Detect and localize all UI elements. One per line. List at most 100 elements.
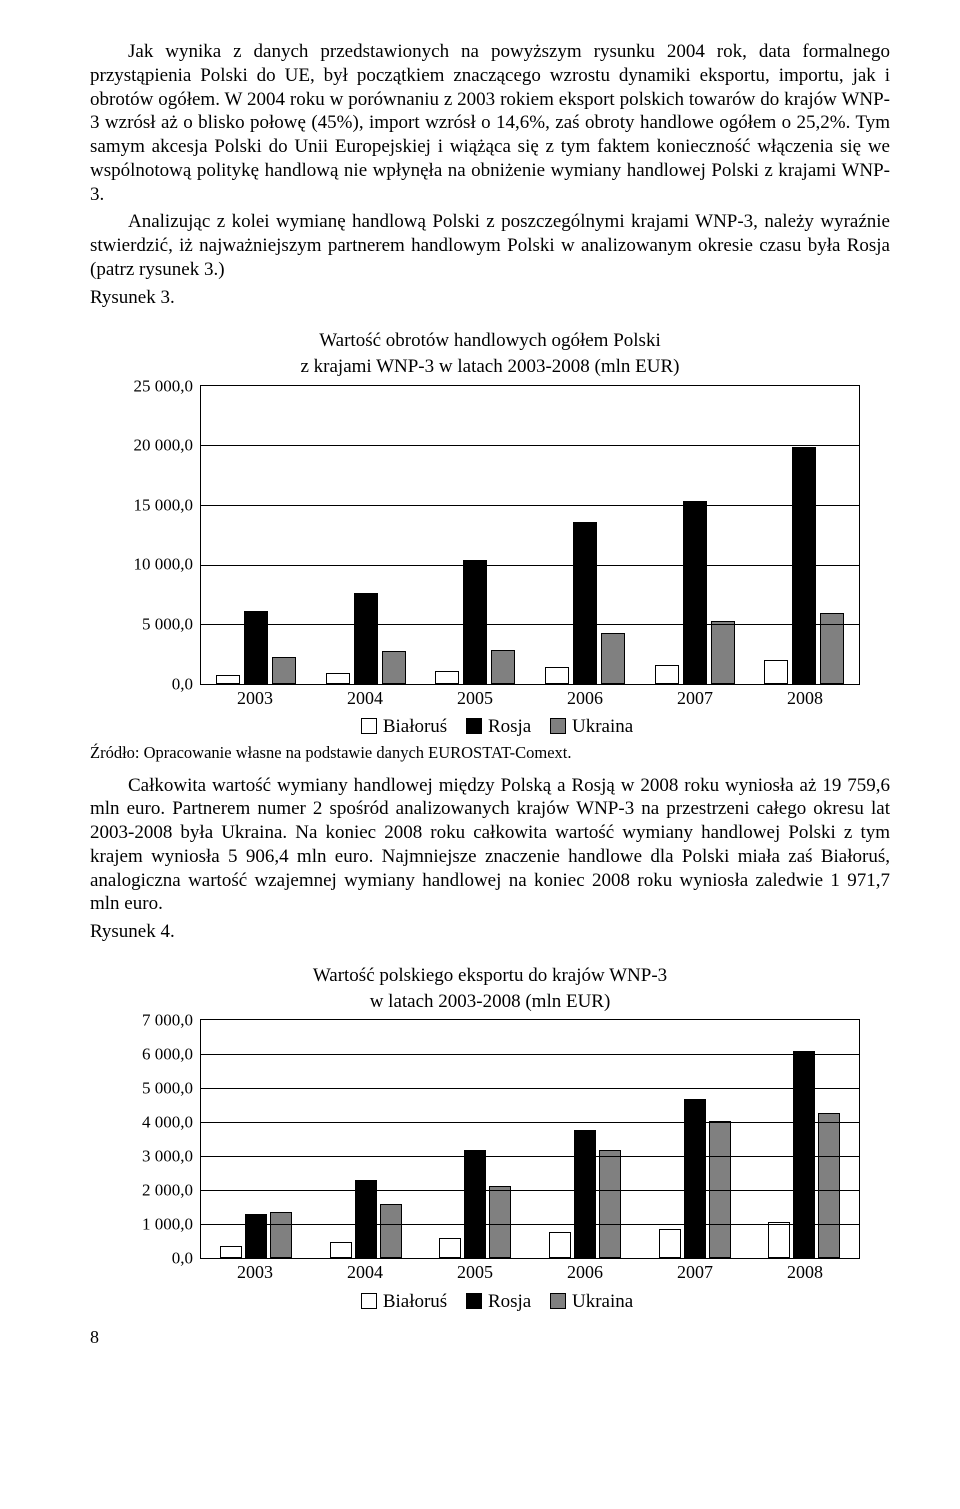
legend2-label-bialorus: Białoruś: [383, 1291, 447, 1312]
bar: [655, 665, 679, 684]
chart1-bars: [201, 386, 859, 684]
bar: [491, 650, 515, 684]
bar-cluster: [768, 1051, 840, 1258]
y-tick-label: 1 000,0: [111, 1214, 193, 1235]
chart2-bars: [201, 1020, 859, 1258]
bar-group: [311, 386, 421, 684]
bar: [545, 667, 569, 684]
bar: [220, 1246, 242, 1258]
bar: [489, 1186, 511, 1258]
legend-swatch-bialorus-icon: [361, 718, 377, 734]
y-tick-label: 3 000,0: [111, 1146, 193, 1167]
legend-label-ukraina: Ukraina: [572, 716, 633, 737]
gridline: [201, 1088, 859, 1089]
bar-group: [420, 1020, 530, 1258]
bar: [549, 1232, 571, 1258]
x-tick-label: 2007: [640, 1261, 750, 1284]
y-tick-label: 4 000,0: [111, 1112, 193, 1133]
chart2-y-axis: 0,01 000,02 000,03 000,04 000,05 000,06 …: [111, 1020, 193, 1258]
gridline: [201, 1054, 859, 1055]
x-tick-label: 2003: [200, 1261, 310, 1284]
bar-group: [530, 1020, 640, 1258]
x-tick-label: 2004: [310, 1261, 420, 1284]
y-tick-label: 5 000,0: [111, 1078, 193, 1099]
bar-cluster: [216, 611, 296, 684]
bar: [244, 611, 268, 684]
y-tick-label: 20 000,0: [111, 435, 193, 456]
x-tick-label: 2006: [530, 687, 640, 710]
chart1: 0,05 000,010 000,015 000,020 000,025 000…: [110, 385, 870, 739]
bar: [435, 671, 459, 684]
bar-cluster: [439, 1150, 511, 1258]
bar: [216, 675, 240, 683]
y-tick-label: 0,0: [111, 673, 193, 694]
figure-caption-4: Rysunek 4.: [90, 920, 890, 944]
x-tick-label: 2005: [420, 687, 530, 710]
y-tick-label: 7 000,0: [111, 1010, 193, 1031]
bar: [601, 633, 625, 683]
y-tick-label: 6 000,0: [111, 1044, 193, 1065]
chart1-subtitle: z krajami WNP-3 w latach 2003-2008 (mln …: [90, 355, 890, 379]
x-tick-label: 2006: [530, 1261, 640, 1284]
chart1-legend: Białoruś Rosja Ukraina: [110, 715, 870, 739]
bar: [711, 621, 735, 683]
bar: [463, 560, 487, 684]
bar: [818, 1113, 840, 1259]
legend2-label-ukraina: Ukraina: [572, 1291, 633, 1312]
bar-cluster: [655, 501, 735, 683]
figure-caption-3: Rysunek 3.: [90, 286, 890, 310]
bar: [272, 657, 296, 683]
chart2-subtitle: w latach 2003-2008 (mln EUR): [90, 990, 890, 1014]
page-number: 8: [90, 1326, 890, 1349]
gridline: [201, 1122, 859, 1123]
bar-cluster: [545, 522, 625, 684]
chart1-plot: 0,05 000,010 000,015 000,020 000,025 000…: [200, 385, 860, 685]
bar-cluster: [220, 1212, 292, 1258]
paragraph-2: Analizując z kolei wymianę handlową Pols…: [90, 210, 890, 281]
legend-label-bialorus: Białoruś: [383, 716, 447, 737]
bar-group: [640, 1020, 750, 1258]
bar-cluster: [435, 560, 515, 684]
bar: [764, 660, 788, 684]
bar: [439, 1238, 461, 1259]
bar: [270, 1212, 292, 1258]
legend-label-rosja: Rosja: [488, 716, 531, 737]
y-tick-label: 0,0: [111, 1248, 193, 1269]
legend-swatch-rosja-icon: [466, 718, 482, 734]
bar-group: [201, 386, 311, 684]
chart1-title: Wartość obrotów handlowych ogółem Polski: [90, 329, 890, 353]
bar-group: [749, 386, 859, 684]
x-tick-label: 2007: [640, 687, 750, 710]
paragraph-1: Jak wynika z danych przedstawionych na p…: [90, 40, 890, 206]
bar-group: [749, 1020, 859, 1258]
x-tick-label: 2008: [750, 1261, 860, 1284]
legend2-swatch-rosja-icon: [466, 1293, 482, 1309]
bar: [659, 1229, 681, 1258]
x-tick-label: 2005: [420, 1261, 530, 1284]
y-tick-label: 15 000,0: [111, 494, 193, 515]
legend2-label-rosja: Rosja: [488, 1291, 531, 1312]
bar: [768, 1222, 790, 1258]
legend2-swatch-bialorus-icon: [361, 1293, 377, 1309]
chart1-y-axis: 0,05 000,010 000,015 000,020 000,025 000…: [111, 386, 193, 684]
bar: [382, 651, 406, 683]
bar: [326, 673, 350, 684]
chart1-x-axis: 200320042005200620072008: [200, 687, 860, 710]
gridline: [201, 565, 859, 566]
y-tick-label: 2 000,0: [111, 1180, 193, 1201]
gridline: [201, 445, 859, 446]
bar: [380, 1204, 402, 1259]
y-tick-label: 10 000,0: [111, 554, 193, 575]
x-tick-label: 2008: [750, 687, 860, 710]
bar: [683, 501, 707, 683]
bar-group: [530, 386, 640, 684]
chart1-source: Źródło: Opracowanie własne na podstawie …: [90, 743, 890, 764]
y-tick-label: 5 000,0: [111, 614, 193, 635]
gridline: [201, 624, 859, 625]
bar: [574, 1130, 596, 1259]
gridline: [201, 1156, 859, 1157]
x-tick-label: 2003: [200, 687, 310, 710]
chart2-title: Wartość polskiego eksportu do krajów WNP…: [90, 964, 890, 988]
gridline: [201, 1190, 859, 1191]
bar: [354, 593, 378, 684]
